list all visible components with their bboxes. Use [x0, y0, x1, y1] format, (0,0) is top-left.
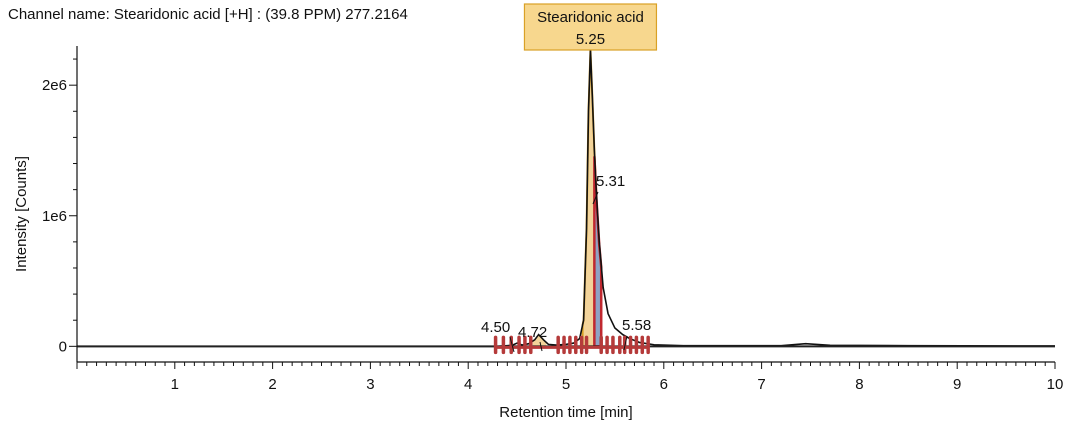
- x-tick-label: 4: [464, 376, 472, 393]
- x-tick-label: 9: [953, 376, 961, 393]
- peak-rt-label: 4.50: [481, 319, 510, 336]
- peak-callout-rt: 5.25: [576, 31, 605, 48]
- x-tick-label: 8: [855, 376, 863, 393]
- x-tick-label: 1: [171, 376, 179, 393]
- peak-label-leader: [539, 341, 543, 352]
- y-tick-label: 0: [59, 338, 67, 355]
- channel-name-label: Channel name: Stearidonic acid [+H] : (3…: [8, 6, 408, 23]
- peak-label-leader: [623, 335, 628, 351]
- x-tick-label: 6: [660, 376, 668, 393]
- x-tick-label: 7: [757, 376, 765, 393]
- peak-rt-label: 5.58: [622, 317, 651, 334]
- peak-callout-box: [523, 3, 658, 51]
- peak-label-leader: [509, 336, 515, 353]
- small-peak-area: [532, 334, 547, 347]
- x-tick-label: 3: [366, 376, 374, 393]
- peak-rt-label: 5.31: [596, 173, 625, 190]
- x-axis-title: Retention time [min]: [499, 404, 632, 421]
- chromatogram-trace: [77, 49, 1056, 348]
- y-axis-title: Intensity [Counts]: [13, 156, 30, 272]
- peak-rt-label: 4.72: [518, 324, 547, 341]
- peak-callout-name: Stearidonic acid: [537, 9, 644, 26]
- x-tick-label: 10: [1047, 376, 1064, 393]
- y-tick-label: 1e6: [42, 208, 67, 225]
- peak-label-leader: [592, 191, 599, 205]
- x-tick-label: 2: [268, 376, 276, 393]
- y-tick-label: 2e6: [42, 77, 67, 94]
- x-tick-label: 5: [562, 376, 570, 393]
